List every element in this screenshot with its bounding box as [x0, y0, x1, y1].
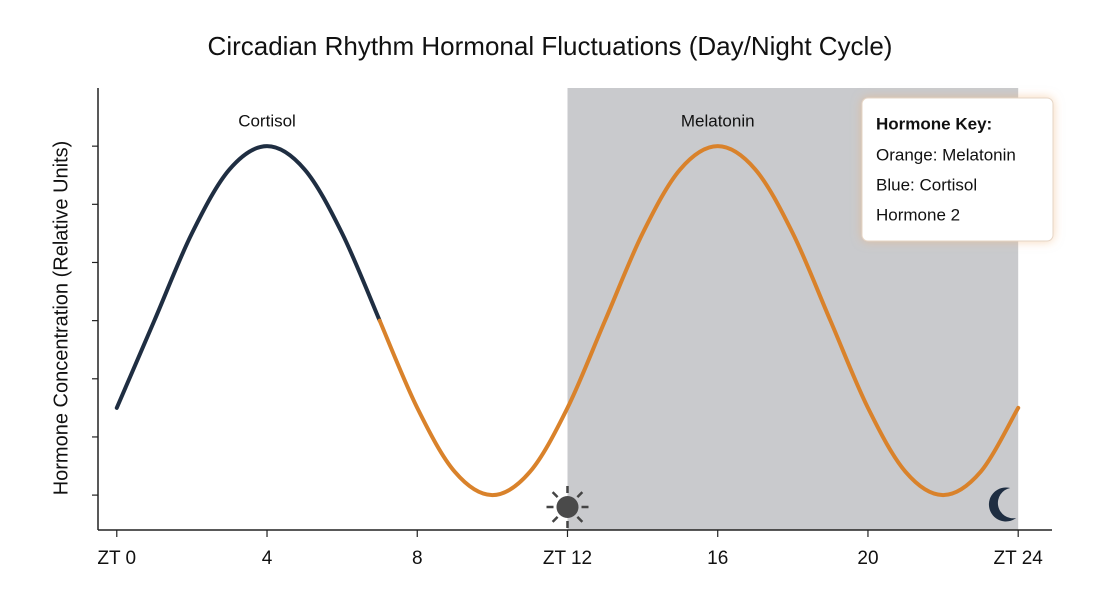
legend-entry: Blue: Cortisol	[876, 175, 977, 194]
x-tick-label: 20	[857, 548, 878, 569]
x-tick-label: ZT 12	[543, 548, 592, 569]
series-line	[377, 144, 1021, 498]
series-label: Melatonin	[681, 112, 755, 131]
legend-title: Hormone Key:	[876, 114, 992, 133]
legend-entry: Orange: Melatonin	[876, 145, 1016, 164]
legend-box	[861, 97, 1054, 242]
x-tick-label: ZT 24	[994, 548, 1044, 569]
sun-icon	[546, 486, 589, 528]
sun-ray	[551, 491, 559, 498]
sun-disc	[556, 496, 579, 518]
legend: Hormone Key: Orange: Melatonin Blue: Cor…	[861, 97, 1054, 242]
sun-ray	[551, 516, 559, 523]
plot-layer: ZT 0 4 8 ZT 12 16 20 ZT 24 Cortisol Melatonin	[92, 112, 1043, 569]
moon-icon	[988, 487, 1017, 522]
series-line	[114, 144, 382, 410]
x-tick-label: ZT 0	[97, 548, 136, 569]
series-label: Cortisol	[238, 112, 296, 131]
x-tick-label: 8	[412, 548, 423, 569]
y-axis-label: Hormone Concentration (Relative Units)	[50, 141, 72, 496]
sun-ray	[576, 491, 584, 498]
chart-title: Circadian Rhythm Hormonal Fluctuations (…	[208, 31, 893, 61]
x-tick-label: 4	[262, 548, 273, 569]
x-tick-label: 16	[707, 548, 728, 569]
sun-ray	[576, 516, 584, 523]
legend-entry: Hormone 2	[876, 205, 960, 224]
